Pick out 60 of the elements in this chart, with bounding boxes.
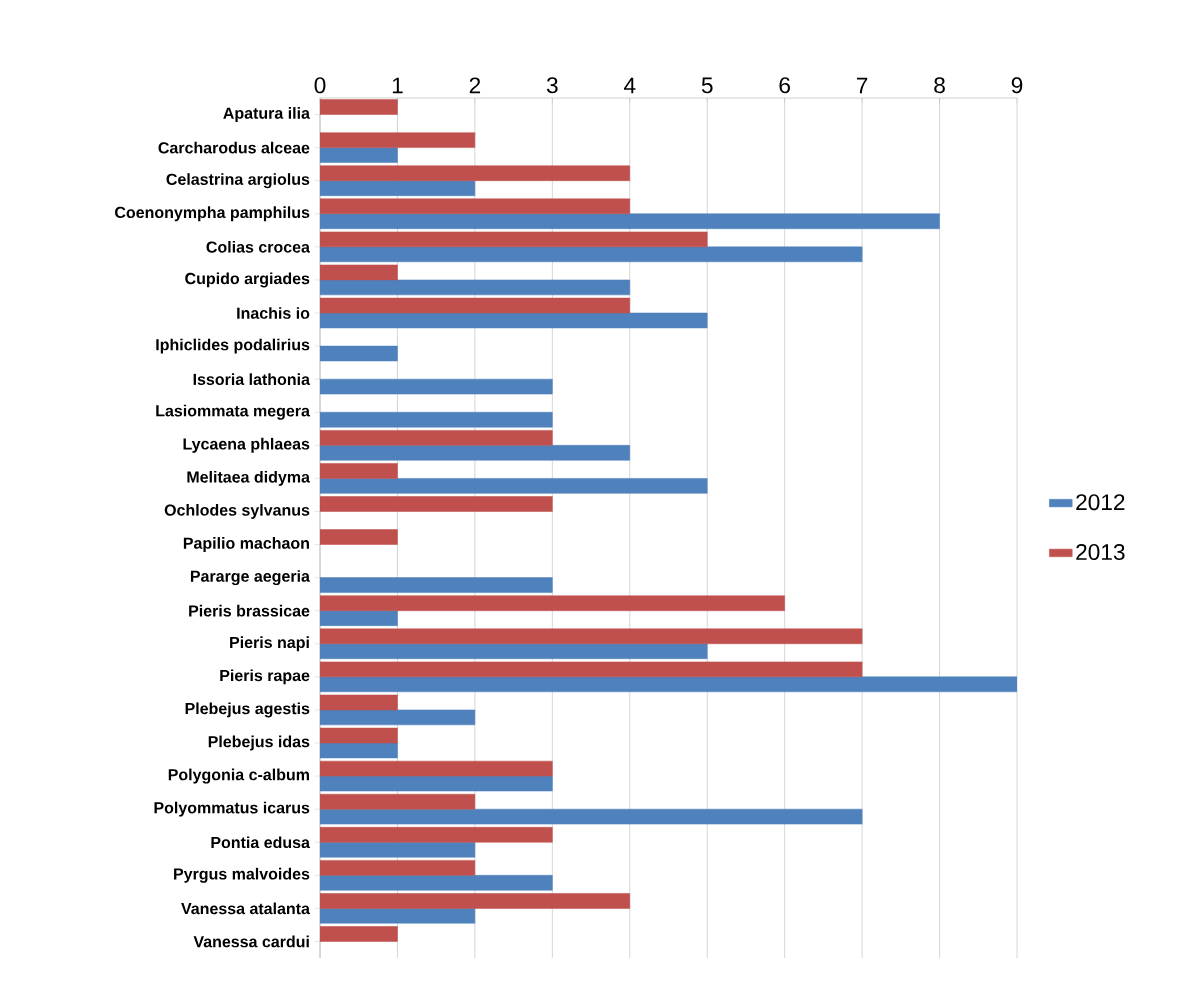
bar xyxy=(320,694,398,711)
bar xyxy=(320,760,553,777)
y-tick-label: Celastrina argiolus xyxy=(166,173,310,189)
y-tick-label: Polygonia c-album xyxy=(168,768,309,784)
bar xyxy=(320,496,553,512)
y-tick-label: Pieris napi xyxy=(230,636,309,652)
bar xyxy=(320,628,863,645)
y-tick-label: Pyrgus malvoides xyxy=(174,867,310,883)
x-tick-label: 2 xyxy=(469,77,481,94)
bar xyxy=(320,793,476,810)
bar xyxy=(320,132,476,148)
y-tick-label: Iphiclides podalirius xyxy=(156,338,310,354)
y-tick-label: Lasiommata megera xyxy=(156,404,311,420)
bar xyxy=(320,893,631,909)
bar xyxy=(320,99,398,115)
x-tick-label: 4 xyxy=(624,77,636,94)
x-tick-label: 6 xyxy=(779,77,790,94)
y-tick-label: Lycaena phlaeas xyxy=(183,437,310,453)
y-tick-label: Inachis io xyxy=(237,307,310,319)
y-tick-label: Pontia edusa xyxy=(211,836,311,849)
x-tick-label: 3 xyxy=(546,77,558,94)
bar xyxy=(320,297,631,314)
bar xyxy=(320,661,863,678)
y-tick-label: Pararge aegeria xyxy=(190,570,311,586)
legend-label: 2013 xyxy=(1076,544,1125,561)
y-tick-label: Apatura ilia xyxy=(223,107,311,122)
y-tick-label: Plebejus idas xyxy=(208,735,310,751)
y-tick-label: Colias crocea xyxy=(206,240,311,253)
bar xyxy=(320,231,708,248)
bar xyxy=(320,198,631,215)
bar xyxy=(320,860,476,876)
y-tick-label: Pieris rapae xyxy=(220,669,310,685)
bar xyxy=(320,264,398,281)
y-tick-label: Coenonympha pamphilus xyxy=(115,206,310,222)
bar xyxy=(320,165,631,181)
bar xyxy=(320,463,398,479)
bar xyxy=(320,926,398,942)
bar xyxy=(320,727,398,744)
y-tick-label: Papilio machaon xyxy=(183,537,309,553)
y-tick-label: Vanessa atalanta xyxy=(181,902,311,915)
legend-label: 2012 xyxy=(1076,494,1125,511)
x-tick-label: 8 xyxy=(934,77,945,94)
y-tick-label: Polyommatus icarus xyxy=(154,801,310,817)
bar xyxy=(320,529,398,545)
y-tick-label: Issoria lathonia xyxy=(193,373,311,386)
bar xyxy=(320,827,553,843)
y-tick-label: Melitaea didyma xyxy=(187,470,311,486)
bar xyxy=(320,430,553,446)
x-tick-label: 1 xyxy=(392,77,403,94)
y-tick-label: Carcharodus alceae xyxy=(158,141,310,154)
x-tick-label: 9 xyxy=(1011,77,1023,94)
y-tick-label: Plebejus agestis xyxy=(185,702,310,718)
y-tick-label: Vanessa cardui xyxy=(193,935,309,948)
bar xyxy=(320,595,785,611)
x-tick-label: 0 xyxy=(314,77,326,94)
x-tick-label: 7 xyxy=(856,77,868,94)
x-tick-label: 5 xyxy=(701,77,713,94)
y-tick-label: Pieris brassicae xyxy=(189,604,310,617)
y-tick-label: Ochlodes sylvanus xyxy=(164,504,310,519)
y-tick-label: Cupido argiades xyxy=(185,272,310,288)
